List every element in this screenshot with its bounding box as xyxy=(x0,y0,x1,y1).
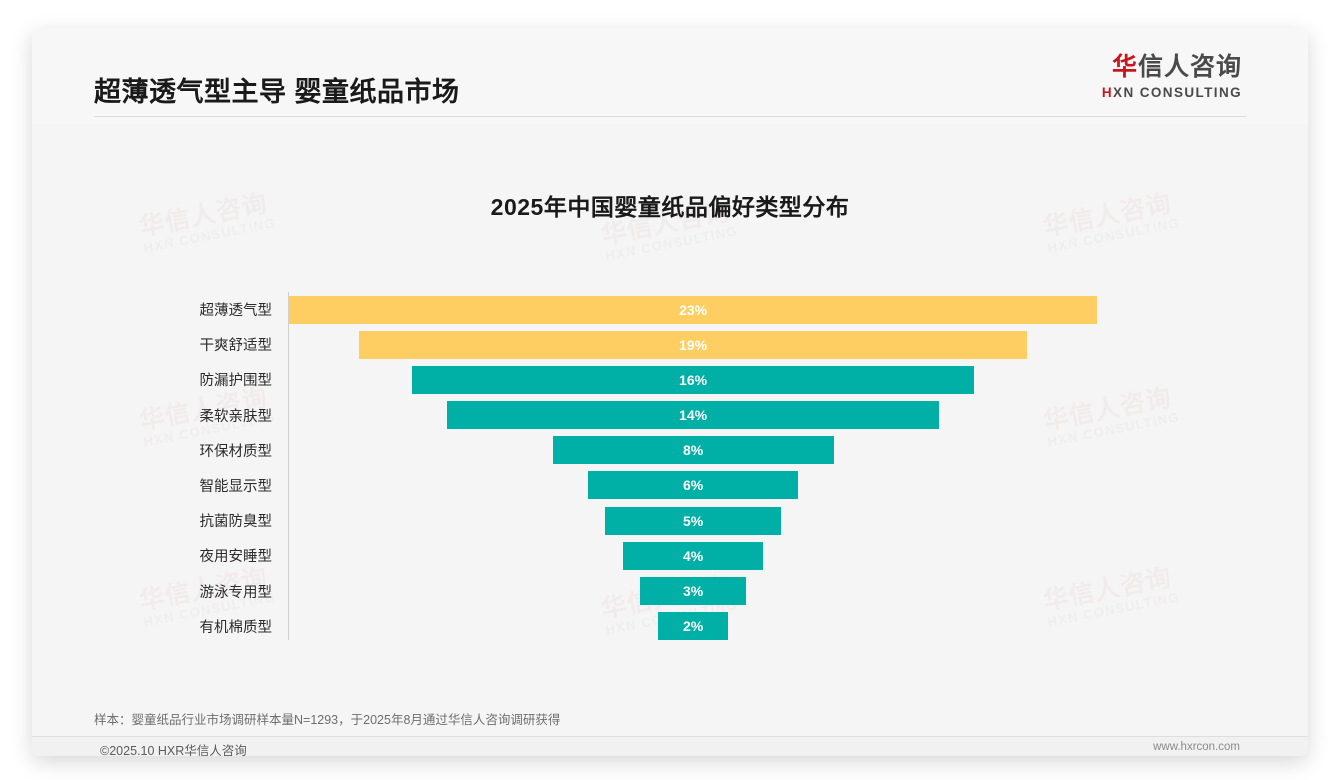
chart-bar[interactable]: 5% xyxy=(605,506,781,535)
chart-bar-value-label: 3% xyxy=(682,583,704,599)
chart-bar-value-label: 8% xyxy=(682,442,704,459)
slide-header: 超薄透气型主导 婴童纸品市场 华信人咨询 HXN CONSULTING xyxy=(32,28,1308,124)
chart-bar-track: 16% xyxy=(289,362,1308,397)
chart-bar-value-label: 23% xyxy=(679,301,708,318)
chart-bar[interactable]: 4% xyxy=(622,541,764,570)
chart-bar[interactable]: 8% xyxy=(552,436,834,465)
chart-category-label: 环保材质型 xyxy=(199,443,273,460)
chart-row: 柔软亲肤型 14% xyxy=(32,398,1308,433)
slide-card: 超薄透气型主导 婴童纸品市场 华信人咨询 HXN CONSULTING 华信人咨… xyxy=(32,28,1308,756)
chart-row: 防漏护围型 16% xyxy=(32,362,1308,397)
watermark-en: HXN CONSULTING xyxy=(604,223,739,264)
chart-rows: 超薄透气型 23% 干爽舒适型 19% 防漏护围型 16% 柔软亲肤型 14% 环保材质型 8% 智… xyxy=(32,292,1308,644)
chart-category-label: 夜用安睡型 xyxy=(199,549,273,566)
chart-bar-value-label: 19% xyxy=(679,336,708,353)
chart-bar-value-label: 16% xyxy=(679,371,708,388)
chart-bar-track: 8% xyxy=(289,433,1308,468)
brand-logo-en-red: H xyxy=(1101,84,1114,100)
chart-category-label: 智能显示型 xyxy=(199,479,273,496)
copyright-text: ©2025.10 HXR华信人咨询 xyxy=(100,744,247,756)
chart-bar-value-label: 2% xyxy=(682,618,704,635)
footnote-text: 样本：婴童纸品行业市场调研样本量N=1293，于2025年8月通过华信人咨询调研… xyxy=(94,713,561,727)
chart-category-label: 防漏护围型 xyxy=(199,373,273,390)
chart-category-label: 干爽舒适型 xyxy=(199,338,273,355)
chart-category-label: 超薄透气型 xyxy=(199,303,273,320)
chart-bar[interactable]: 16% xyxy=(411,365,975,394)
chart-bar-track: 4% xyxy=(289,538,1308,573)
page-title: 超薄透气型主导 婴童纸品市场 xyxy=(94,77,460,107)
chart-row: 有机棉质型 2% xyxy=(32,609,1308,644)
header-divider xyxy=(94,116,1246,117)
brand-logo-en-rest: XN CONSULTING xyxy=(1113,84,1242,100)
chart-bar[interactable]: 19% xyxy=(359,330,1027,359)
slide-footer: ©2025.10 HXR华信人咨询 www.hxrcon.com xyxy=(32,737,1308,756)
funnel-chart: 超薄透气型 23% 干爽舒适型 19% 防漏护围型 16% 柔软亲肤型 14% 环保材质型 8% 智… xyxy=(32,272,1308,652)
chart-bar-track: 2% xyxy=(289,609,1308,644)
chart-category-label: 抗菌防臭型 xyxy=(199,514,273,531)
chart-bar-track: 23% xyxy=(289,292,1308,327)
chart-category-label: 柔软亲肤型 xyxy=(199,408,273,425)
chart-bar[interactable]: 14% xyxy=(447,401,940,430)
chart-bar-value-label: 6% xyxy=(682,477,704,494)
chart-row: 干爽舒适型 19% xyxy=(32,327,1308,362)
chart-bar[interactable]: 6% xyxy=(587,471,799,500)
footnote-area: 样本：婴童纸品行业市场调研样本量N=1293，于2025年8月通过华信人咨询调研… xyxy=(32,700,1308,736)
brand-logo-cn: 华信人咨询 xyxy=(1102,53,1242,82)
brand-logo-cn-red: 华 xyxy=(1111,53,1138,81)
slide-body: 华信人咨询 HXN CONSULTING 华信人咨询 HXN CONSULTIN… xyxy=(32,124,1308,700)
brand-logo-en: HXN CONSULTING xyxy=(1102,85,1242,100)
footer-divider xyxy=(32,736,1308,737)
chart-axis-line xyxy=(288,292,289,640)
chart-bar-track: 3% xyxy=(289,574,1308,609)
chart-row: 超薄透气型 23% xyxy=(32,292,1308,327)
chart-bar-value-label: 5% xyxy=(682,512,704,529)
chart-bar[interactable]: 3% xyxy=(640,577,746,605)
chart-bar-track: 5% xyxy=(289,503,1308,538)
chart-bar-track: 14% xyxy=(289,398,1308,433)
chart-bar-track: 6% xyxy=(289,468,1308,503)
chart-bar[interactable]: 23% xyxy=(289,295,1098,324)
chart-bar-track: 19% xyxy=(289,327,1308,362)
website-link[interactable]: www.hxrcon.com xyxy=(1153,741,1240,753)
chart-row: 游泳专用型 3% xyxy=(32,574,1308,609)
chart-bar-value-label: 4% xyxy=(682,547,704,564)
chart-row: 环保材质型 8% xyxy=(32,433,1308,468)
brand-logo: 华信人咨询 HXN CONSULTING xyxy=(1102,53,1242,100)
chart-category-label: 游泳专用型 xyxy=(199,584,273,601)
brand-logo-cn-rest: 信人咨询 xyxy=(1137,53,1242,81)
chart-row: 夜用安睡型 4% xyxy=(32,538,1308,573)
chart-row: 抗菌防臭型 5% xyxy=(32,503,1308,538)
chart-title: 2025年中国婴童纸品偏好类型分布 xyxy=(490,194,850,220)
chart-bar[interactable]: 2% xyxy=(657,612,729,641)
chart-category-label: 有机棉质型 xyxy=(199,619,273,636)
chart-bar-value-label: 14% xyxy=(679,407,708,424)
chart-row: 智能显示型 6% xyxy=(32,468,1308,503)
